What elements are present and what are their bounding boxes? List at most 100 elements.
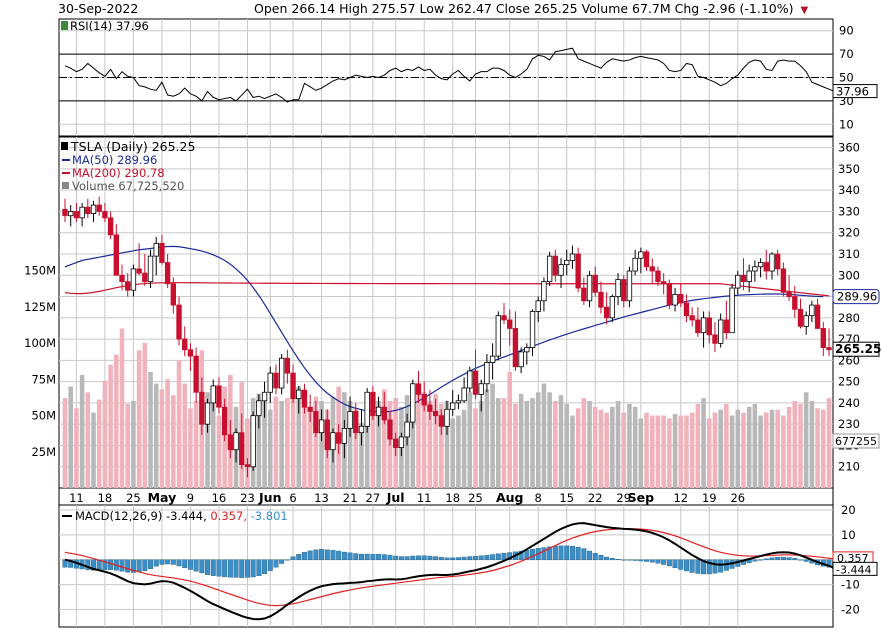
volume-value-label: 677255 — [835, 435, 877, 448]
x-tick-label: 29 — [616, 491, 631, 505]
volume-bar — [689, 412, 695, 488]
volume-bar — [102, 380, 108, 488]
candle-body — [62, 208, 68, 217]
macd-histogram-bar — [313, 549, 319, 560]
close-value-box — [832, 341, 880, 357]
price-y-tick: 300 — [838, 268, 860, 282]
volume-bar — [558, 395, 564, 488]
volume-label: Volume — [581, 1, 633, 16]
close-value-label: 265.25 — [835, 342, 881, 356]
candle-body — [826, 347, 832, 351]
candle-body — [421, 393, 427, 406]
macd-histogram-bar — [267, 559, 273, 571]
volume-bar — [302, 390, 307, 488]
volume-bar — [746, 406, 752, 488]
volume-bar — [136, 350, 142, 488]
volume-bar — [684, 415, 689, 488]
candle-body — [256, 400, 262, 417]
volume-bar — [678, 415, 684, 488]
macd-histogram-bar — [301, 552, 307, 560]
close-value: 265.25 — [533, 1, 582, 16]
volume-legend: Volume 67,725,520 — [72, 179, 184, 193]
candle-body — [672, 294, 678, 306]
volume-bar — [655, 415, 661, 488]
volume-bar — [758, 415, 763, 488]
volume-bar — [182, 383, 188, 488]
quote-date: 30-Sep-2022 — [58, 1, 139, 16]
candle-body — [729, 287, 735, 334]
x-tick-label: Jun — [258, 490, 281, 505]
volume-bar — [667, 418, 672, 488]
candle-body — [125, 281, 131, 291]
volume-bar — [307, 408, 313, 488]
candle-body — [404, 421, 410, 438]
volume-y-tick: 125M — [24, 300, 56, 314]
volume-bar — [478, 401, 484, 488]
candle-body — [353, 411, 359, 434]
macd-histogram-bar — [695, 559, 701, 574]
macd-histogram-bar — [187, 559, 193, 570]
volume-bar — [91, 412, 96, 488]
candle-body — [375, 406, 382, 417]
candle-body — [529, 311, 536, 349]
volume-bar — [296, 386, 302, 488]
volume-bar — [496, 398, 501, 488]
macd-histogram-bar — [108, 559, 114, 570]
candle-body — [746, 270, 752, 283]
volume-bar — [450, 418, 455, 488]
volume-bar — [119, 328, 125, 488]
candle-body — [495, 315, 501, 357]
candle-body — [780, 268, 787, 293]
ma50-value-label: 289.96 — [837, 290, 877, 304]
x-tick-label: 12 — [673, 491, 688, 505]
candle-body — [432, 411, 439, 417]
rsi-legend-icon — [61, 21, 68, 30]
volume-bar — [159, 389, 165, 488]
volume-bar — [815, 408, 820, 488]
candle-body — [740, 274, 747, 283]
volume-bar — [741, 412, 746, 488]
candle-body — [341, 428, 348, 444]
candle-body — [735, 274, 741, 289]
volume-bar — [541, 383, 547, 488]
candle-body — [603, 306, 610, 319]
volume-bar — [781, 415, 786, 488]
macd-histogram-bar — [758, 559, 764, 561]
candle-body — [455, 400, 462, 404]
high-label: High — [339, 1, 372, 16]
volume-bar — [547, 392, 552, 488]
candle-body — [381, 406, 387, 421]
volume-bar — [131, 401, 136, 488]
price-y-tick: 230 — [838, 417, 860, 431]
macd-histogram-bar — [148, 559, 154, 569]
macd-y-tick: 10 — [841, 528, 856, 542]
macd-histogram-bar — [438, 557, 444, 560]
candle-body — [546, 255, 553, 283]
macd-histogram-bar — [393, 555, 399, 560]
volume-bar — [353, 408, 359, 488]
macd-histogram-bar — [433, 556, 439, 560]
candle-body — [507, 319, 513, 329]
candle-body — [461, 387, 467, 402]
candle-legend-icon — [61, 142, 68, 150]
candle-body — [655, 270, 661, 283]
macd-histogram-bar — [558, 545, 564, 560]
volume-bar — [290, 383, 296, 488]
macd-histogram-bar — [410, 555, 416, 560]
volume-bar — [821, 409, 826, 488]
x-tick-label: 19 — [702, 491, 717, 505]
volume-bar — [427, 401, 433, 488]
candle-body — [90, 204, 97, 214]
macd-histogram-bar — [233, 559, 239, 578]
macd-histogram-bar — [609, 558, 615, 560]
candle-body — [415, 383, 422, 395]
candle-body — [615, 279, 621, 297]
candle-body — [569, 253, 576, 261]
candle-body — [564, 259, 570, 266]
volume-bar — [461, 409, 467, 488]
volume-bar — [649, 415, 655, 488]
macd-y-tick: -10 — [841, 578, 860, 592]
macd-histogram-bar — [564, 545, 570, 560]
rsi-y-tick: 50 — [839, 71, 854, 85]
candle-body — [489, 355, 496, 363]
